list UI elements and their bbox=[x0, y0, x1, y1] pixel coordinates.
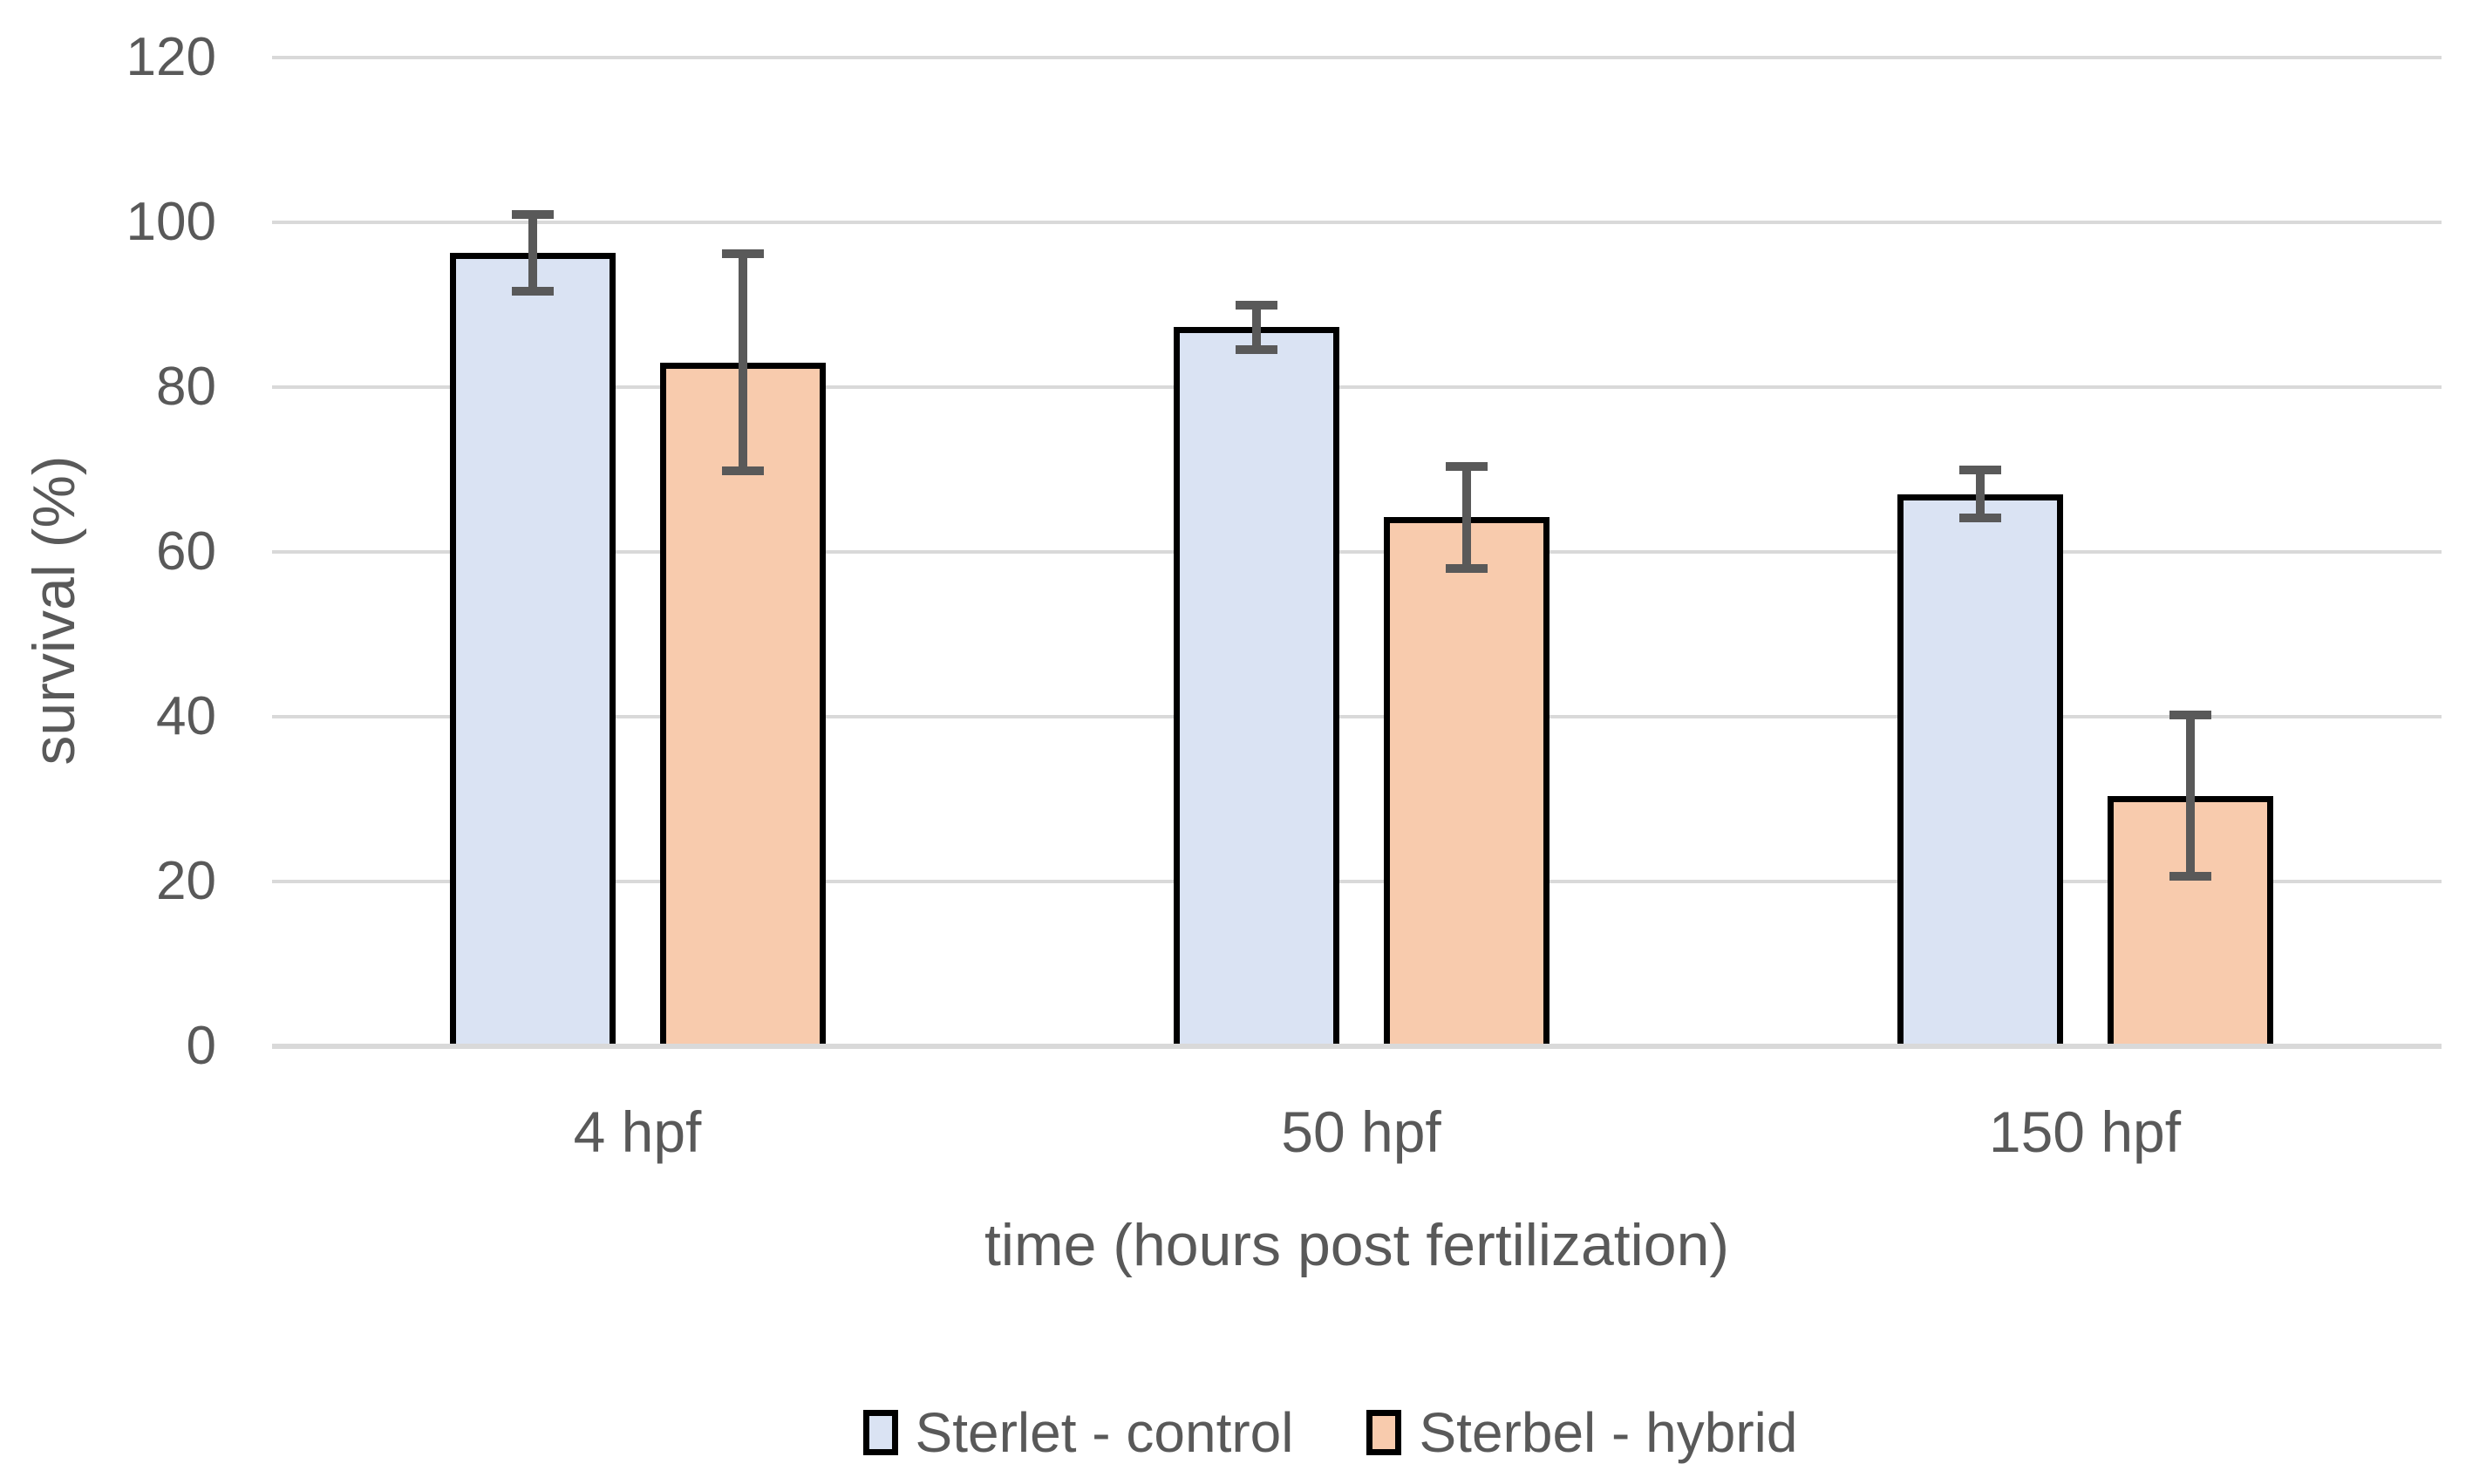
error-bar-cap bbox=[2169, 711, 2211, 720]
y-tick-label: 120 bbox=[126, 27, 216, 87]
legend: Sterlet - control Sterbel - hybrid bbox=[0, 1393, 2486, 1472]
error-bar-line bbox=[1975, 470, 1985, 519]
legend-swatch bbox=[1366, 1410, 1402, 1455]
category-label-150hpf: 150 hpf bbox=[1988, 1099, 2182, 1164]
error-bar-cap bbox=[721, 466, 764, 476]
error-bar-cap bbox=[1958, 514, 2001, 523]
legend-label: Sterlet - control bbox=[915, 1401, 1294, 1464]
error-bar-cap bbox=[511, 287, 554, 296]
y-tick-label: 0 bbox=[186, 1016, 216, 1076]
legend-swatch bbox=[862, 1410, 898, 1455]
error-bar-line bbox=[2185, 715, 2195, 877]
gridline bbox=[272, 221, 2442, 224]
bar-sterlet-control-50hpf bbox=[1173, 327, 1339, 1044]
bar-sterlet-control-4hpf bbox=[449, 252, 616, 1044]
y-axis-title: survival (%) bbox=[21, 455, 87, 766]
category-label-50hpf: 50 hpf bbox=[1281, 1099, 1441, 1164]
bar-sterbel-hybrid-50hpf bbox=[1383, 517, 1549, 1044]
legend-item-sterlet-control: Sterlet - control bbox=[862, 1400, 1294, 1465]
x-axis-line bbox=[272, 1044, 2442, 1049]
gridline bbox=[272, 550, 2442, 554]
y-tick-label: 20 bbox=[156, 851, 216, 911]
gridline bbox=[272, 385, 2442, 389]
legend-item-sterbel-hybrid: Sterbel - hybrid bbox=[1366, 1400, 1797, 1465]
error-bar-line bbox=[1461, 466, 1471, 568]
category-label-4hpf: 4 hpf bbox=[573, 1099, 702, 1164]
error-bar-cap bbox=[2169, 872, 2211, 882]
bar-sterlet-control-150hpf bbox=[1897, 494, 2063, 1044]
y-tick-label: 40 bbox=[156, 686, 216, 746]
y-tick-label: 80 bbox=[156, 357, 216, 417]
error-bar-line bbox=[738, 253, 747, 472]
error-bar-cap bbox=[511, 209, 554, 219]
gridline bbox=[272, 880, 2442, 883]
bar-sterbel-hybrid-4hpf bbox=[659, 362, 826, 1044]
x-axis-title: time (hours post fertilization) bbox=[984, 1212, 1730, 1278]
gridline bbox=[272, 56, 2442, 59]
error-bar-cap bbox=[1445, 461, 1488, 471]
error-bar-line bbox=[1251, 304, 1261, 350]
error-bar-cap bbox=[721, 248, 764, 258]
y-tick-label: 60 bbox=[156, 521, 216, 582]
error-bar-cap bbox=[1235, 300, 1277, 310]
y-tick-label: 100 bbox=[126, 192, 216, 252]
error-bar-cap bbox=[1958, 466, 2001, 475]
error-bar-line bbox=[528, 214, 537, 292]
legend-label: Sterbel - hybrid bbox=[1419, 1401, 1798, 1464]
gridline bbox=[272, 715, 2442, 718]
error-bar-cap bbox=[1235, 344, 1277, 354]
error-bar-cap bbox=[1445, 563, 1488, 573]
